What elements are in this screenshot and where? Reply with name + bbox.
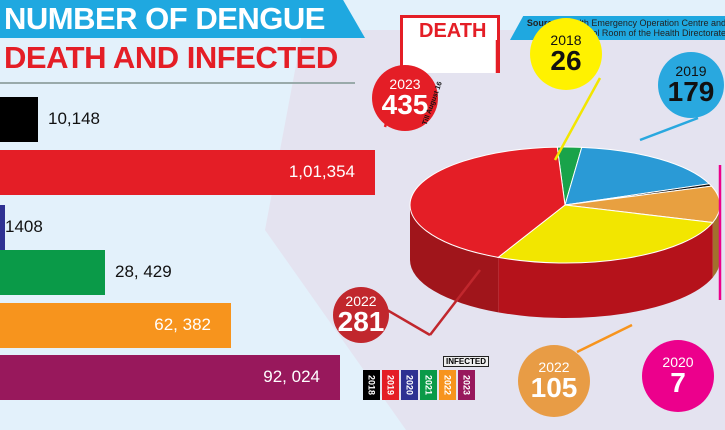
death-callout-2023-435: 2023 435 — [372, 65, 438, 131]
pie-slice-2022-281 — [496, 204, 714, 264]
infected-legend-title: INFECTED — [443, 356, 489, 367]
pie-slice-2023-435 — [409, 146, 566, 258]
legend-item-2023: 2023 — [458, 370, 475, 400]
callout-value: 7 — [670, 367, 686, 398]
death-pie-chart — [369, 40, 722, 354]
leader-line — [639, 116, 699, 142]
legend: 2018 2019 2020 2021 2022 2023 — [363, 370, 475, 400]
source-label: Source: — [526, 18, 561, 28]
callout-value: 105 — [530, 372, 578, 403]
pie-slice-2019-179 — [564, 146, 711, 206]
bar-2019 — [0, 150, 375, 195]
legend-item-2021: 2021 — [420, 370, 437, 400]
callout-year: 2018 — [550, 32, 582, 48]
leader-line — [553, 77, 602, 161]
callout-year: 2022 — [538, 359, 570, 375]
source-text: Health Emergency Operation Centre and Co… — [562, 18, 725, 38]
source-note: Source: Health Emergency Operation Centr… — [510, 16, 725, 40]
pie-side-2023-435 — [410, 205, 499, 313]
legend-item-2018: 2018 — [363, 370, 380, 400]
bar-label-2021: 28, 429 — [115, 262, 172, 281]
callout-value: 26 — [550, 45, 582, 76]
callout-value: 435 — [381, 89, 429, 120]
pie-side-2022-105 — [712, 205, 720, 278]
callout-value: 179 — [667, 76, 715, 107]
callout-year: 2022 — [345, 293, 377, 309]
bar-2023 — [0, 355, 340, 400]
leader-line — [576, 323, 633, 354]
legend-item-2022: 2022 — [439, 370, 456, 400]
bar-label-2019: 1,01,354 — [288, 162, 355, 181]
bar-label-2022: 62, 382 — [154, 315, 211, 334]
bar-label-2018: 10,148 — [48, 109, 100, 128]
bar-label-2020: 1408 — [5, 217, 43, 236]
legend-item-2019: 2019 — [382, 370, 399, 400]
title-line-1: NUMBER OF DENGUE — [0, 0, 365, 38]
divider — [0, 82, 355, 84]
callout-year: 2020 — [662, 354, 694, 370]
death-callout-2022-105: 2022 105 — [518, 345, 590, 417]
death-callout-2020-7: 2020 7 — [642, 340, 714, 412]
death-label: DEATH — [419, 20, 487, 42]
callout-year: 2019 — [675, 63, 707, 79]
death-callout-2018-26: 2018 26 — [530, 18, 602, 90]
leader-line — [429, 269, 481, 336]
callout-year: 2023 — [389, 76, 421, 92]
death-heading-box: DEATH — [400, 15, 500, 73]
pie-side-2022-281 — [498, 222, 713, 318]
callout-value: 281 — [337, 306, 385, 337]
bar-2020 — [0, 205, 5, 250]
bar-label-2023: 92, 024 — [263, 367, 320, 386]
title-line-2: DEATH AND INFECTED — [4, 40, 338, 75]
death-callout-2022-281: 2022 281 — [333, 287, 389, 343]
bar-2018 — [0, 97, 38, 142]
bar-2022 — [0, 303, 231, 348]
death-callout-2019-179: 2019 179 — [658, 52, 724, 118]
legend-item-2020: 2020 — [401, 370, 418, 400]
bar-2021 — [0, 250, 105, 295]
